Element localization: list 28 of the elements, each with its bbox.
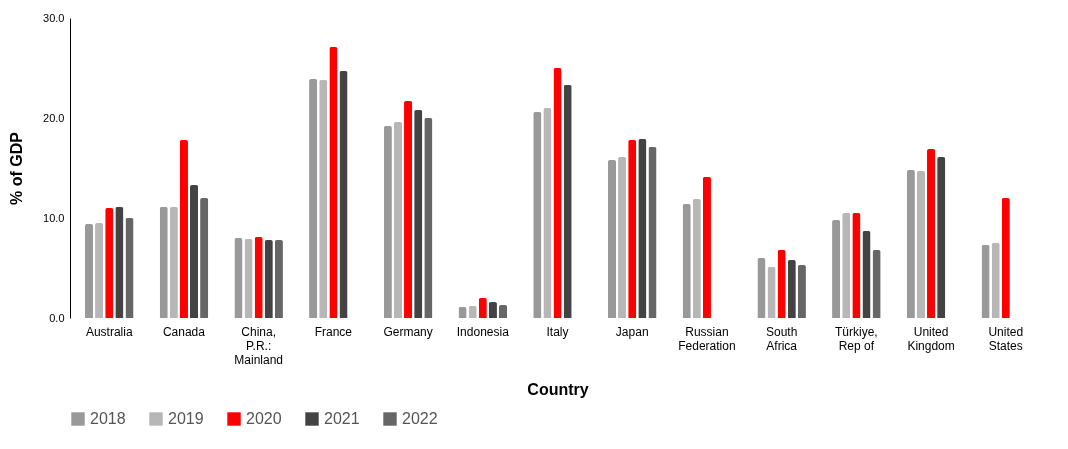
bar <box>84 224 94 318</box>
x-tick-label: South Africa <box>765 324 798 353</box>
x-tick-label: Türkiye, Rep of <box>835 324 878 353</box>
bar <box>393 122 402 318</box>
x-tick-label: Russian Federation <box>678 324 736 353</box>
y-axis-title: % of GDP <box>8 131 26 205</box>
x-tick-label: Japan <box>615 324 649 339</box>
x-tick-label: China, P.R.: Mainland <box>234 324 283 367</box>
y-tick-label: 10.0 <box>43 211 65 224</box>
x-tick-label: United Kingdom <box>907 324 955 353</box>
bar <box>498 305 508 318</box>
bar <box>607 160 617 318</box>
x-tick-label: Indonesia <box>456 324 510 339</box>
x-tick-label: United States <box>988 324 1024 353</box>
x-axis-title: Country <box>527 380 589 398</box>
x-tick-label: Italy <box>546 324 569 339</box>
legend-label: 2019 <box>168 410 204 427</box>
legend-label: 2018 <box>90 410 126 427</box>
y-tick-label: 30.0 <box>43 11 65 24</box>
y-tick-label: 20.0 <box>43 111 65 124</box>
x-tick-label: Germany <box>383 324 433 339</box>
x-tick-label: France <box>314 324 353 339</box>
legend-label: 2022 <box>402 410 438 427</box>
legend-label: 2021 <box>324 410 360 427</box>
y-tick-label: 0.0 <box>49 311 65 324</box>
x-tick-label: Canada <box>162 324 206 339</box>
legend-label: 2020 <box>246 410 282 427</box>
x-tick-label: Australia <box>85 324 133 339</box>
